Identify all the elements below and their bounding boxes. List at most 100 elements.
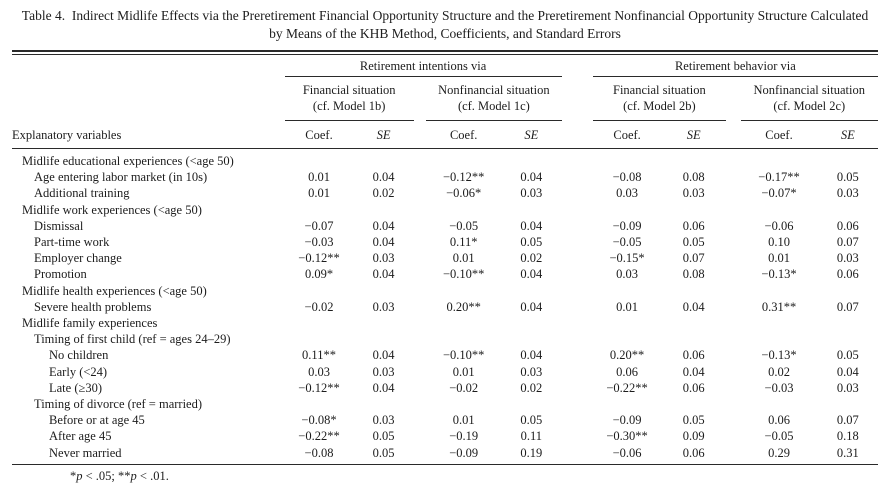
cell-value: 0.04: [682, 364, 705, 379]
spacer: [414, 185, 426, 201]
cell-value: −0.22**: [606, 380, 648, 395]
cell-value: 0.18: [836, 429, 859, 444]
cell-value: −0.10**: [442, 267, 485, 282]
cell-value: 0.06: [682, 380, 705, 395]
section-row: Midlife family experiences: [12, 315, 878, 331]
spacer: [562, 250, 593, 266]
table-row: Age entering labor market (in 10s) 0.01 0.…: [12, 169, 878, 185]
cell-value: 0.01: [616, 299, 639, 314]
table-row: Part-time work −0.03 0.04 0.11* 0.05 −0.05 0.0…: [12, 234, 878, 250]
spacer: [12, 76, 285, 120]
cell-value: 0.04: [520, 218, 543, 233]
cell-value: −0.05: [449, 218, 479, 233]
spacer: [726, 234, 741, 250]
cell-value: 0.04: [520, 267, 543, 282]
cell-value: −0.12**: [298, 380, 340, 395]
spacer: [562, 299, 593, 315]
cell-value: 0.03: [372, 413, 395, 428]
row-label: Never married: [12, 444, 285, 465]
cell-value: 0.04: [520, 348, 543, 363]
sig-marker: *: [70, 468, 77, 483]
row-label: Promotion: [34, 267, 87, 282]
spacer: [414, 299, 426, 315]
spacer: [562, 55, 593, 77]
spacer: [562, 76, 593, 120]
col-group-intentions: Retirement intentions via: [284, 54, 562, 77]
cell-value: 0.04: [372, 218, 395, 233]
table-row: Before or at age 45 −0.08* 0.03 0.01 0.05 −0.…: [12, 412, 878, 428]
cell-value: 0.03: [308, 364, 330, 379]
cell-value: 0.03: [682, 186, 705, 201]
cell-value: −0.09: [612, 218, 642, 233]
table-row: No children 0.11** 0.04 −0.10** 0.04 0.20** 0.…: [12, 347, 878, 363]
cell-value: 0.05: [520, 234, 543, 249]
data-table: Retirement intentions via Retirement beh…: [12, 54, 878, 465]
coef-header: Coef.: [740, 120, 818, 149]
table-number: Table 4.: [21, 8, 66, 23]
cell-value: 0.20**: [609, 348, 645, 363]
cell-value: −0.10**: [442, 348, 485, 363]
cell-value: 0.03: [372, 299, 395, 314]
spacer: [562, 364, 593, 380]
row-label: No children: [49, 348, 109, 363]
cell-value: 0.29: [740, 444, 818, 465]
cell-value: 0.04: [836, 364, 859, 379]
spacer: [726, 412, 741, 428]
cell-value: 0.11**: [302, 348, 336, 363]
coef-header: Coef.: [284, 120, 354, 149]
spacer: [561, 120, 593, 149]
spacer: [414, 76, 426, 120]
table-row: Additional training 0.01 0.02 −0.06* 0.03 0.0…: [12, 185, 878, 201]
cell-value: 0.06: [682, 348, 705, 363]
cell-value: 0.05: [682, 234, 705, 249]
table-row: After age 45 −0.22** 0.05 −0.19 0.11 −0.30** 0…: [12, 428, 878, 444]
spacer: [414, 412, 426, 428]
spacer: [562, 347, 593, 363]
cell-value: 0.01: [452, 251, 475, 266]
cell-value: 0.01: [308, 186, 330, 201]
row-label: Part-time work: [34, 234, 110, 249]
se-header: SE: [661, 120, 726, 149]
cell-value: 0.05: [520, 413, 543, 428]
spacer: [12, 55, 285, 77]
section-row: Midlife work experiences (<age 50): [12, 202, 878, 218]
cell-value: −0.07*: [761, 186, 797, 201]
row-label: Age entering labor market (in 10s): [34, 170, 208, 185]
cell-value: −0.06: [592, 444, 662, 465]
row-label: Dismissal: [34, 218, 84, 233]
spacer: [726, 185, 741, 201]
cell-value: 0.05: [372, 429, 395, 444]
spacer: [562, 266, 593, 282]
spacer: [726, 266, 741, 282]
spacer: [726, 428, 741, 444]
cell-value: −0.12**: [442, 170, 485, 185]
spacer: [414, 169, 426, 185]
spacer: [414, 234, 426, 250]
row-label: Early (<24): [49, 364, 108, 379]
section-label: Midlife educational experiences (<age 50…: [22, 153, 234, 168]
cell-value: −0.05: [612, 234, 642, 249]
spacer: [414, 380, 426, 396]
row-label: Late (≥30): [49, 380, 103, 395]
cell-value: 0.08: [682, 267, 705, 282]
col-subgroup-financial-1b: Financial situation (cf. Model 1b): [284, 76, 414, 121]
cell-value: −0.07: [304, 218, 334, 233]
cell-value: −0.22**: [298, 429, 340, 444]
cell-value: 0.01: [768, 251, 790, 266]
table-title: Table 4. Indirect Midlife Effects via th…: [17, 7, 873, 43]
row-label: Before or at age 45: [49, 413, 145, 428]
spacer: [414, 218, 426, 234]
cell-value: 0.04: [372, 380, 395, 395]
spacer: [562, 234, 593, 250]
cell-value: 0.31: [817, 444, 878, 465]
cell-value: −0.30**: [606, 429, 648, 444]
section-row: Timing of first child (ref = ages 24–29): [12, 331, 878, 347]
spacer: [562, 169, 593, 185]
p-symbol: p: [130, 468, 137, 483]
spacer: [725, 120, 741, 149]
cell-value: 0.05: [682, 413, 705, 428]
cell-value: 0.01: [452, 413, 475, 428]
cell-value: 0.07: [836, 299, 859, 314]
cell-value: 0.03: [616, 267, 639, 282]
